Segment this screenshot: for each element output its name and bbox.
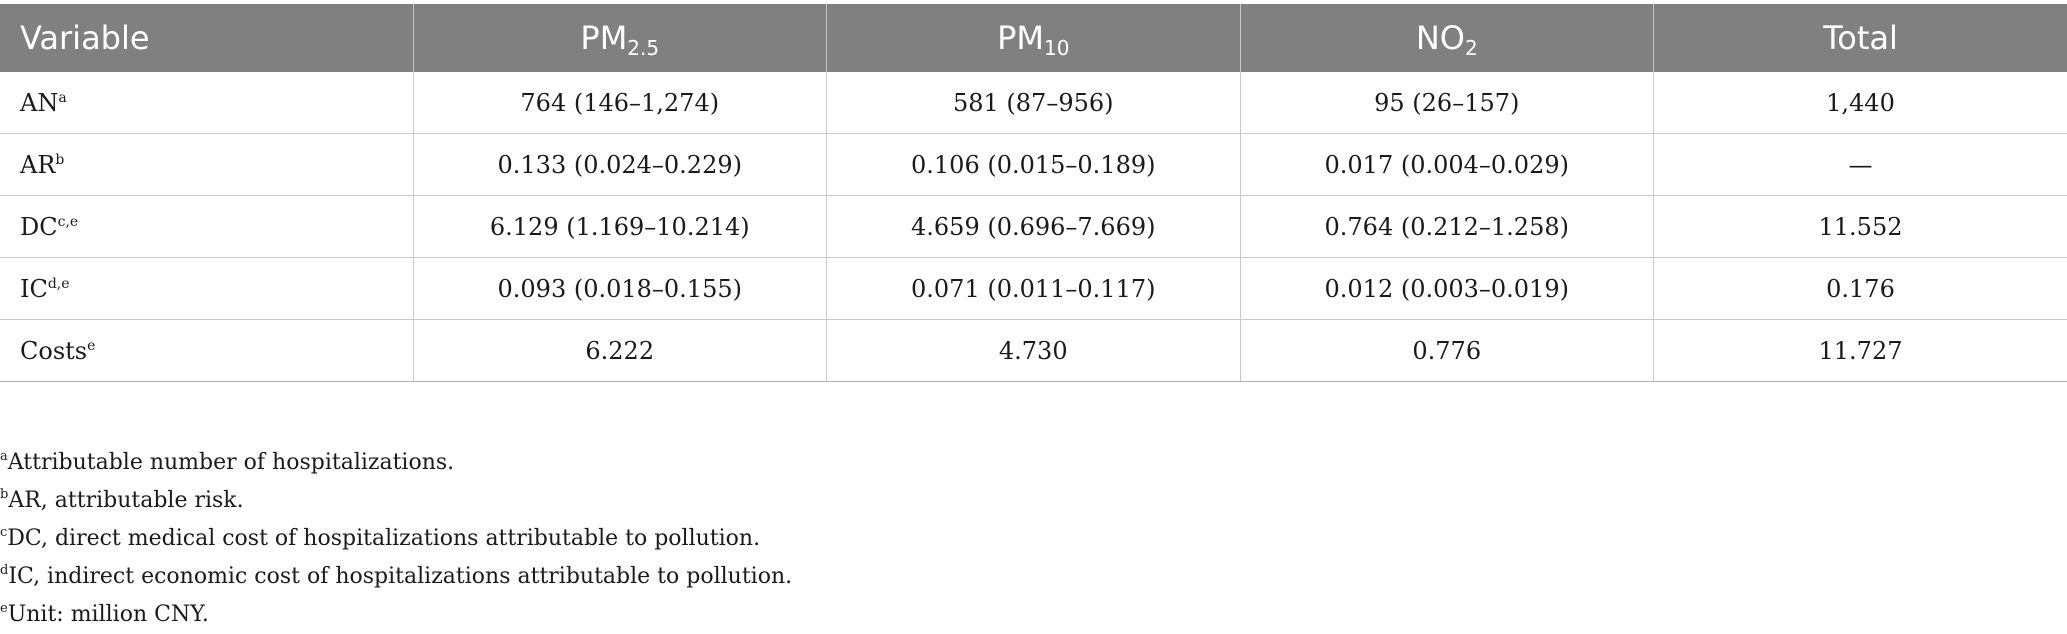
table-cell: 4.659 (0.696–7.669) bbox=[827, 196, 1241, 258]
row-label: DCc,e bbox=[0, 196, 413, 258]
table-row: ANa 764 (146–1,274) 581 (87–956) 95 (26–… bbox=[0, 72, 2067, 134]
footnote: dIC, indirect economic cost of hospitali… bbox=[0, 558, 792, 596]
footnote: bAR, attributable risk. bbox=[0, 482, 792, 520]
header-variable: Variable bbox=[0, 4, 413, 72]
table-cell: — bbox=[1654, 134, 2067, 196]
table-cell: 0.071 (0.011–0.117) bbox=[827, 258, 1241, 320]
row-label: Costse bbox=[0, 320, 413, 382]
footnote: aAttributable number of hospitalizations… bbox=[0, 444, 792, 482]
table-cell: 95 (26–157) bbox=[1240, 72, 1654, 134]
header-pm10: PM10 bbox=[827, 4, 1241, 72]
table-cell: 4.730 bbox=[827, 320, 1241, 382]
row-label: ARb bbox=[0, 134, 413, 196]
header-pm25: PM2.5 bbox=[413, 4, 827, 72]
table-cell: 1,440 bbox=[1654, 72, 2067, 134]
header-row: Variable PM2.5 PM10 NO2 Total bbox=[0, 4, 2067, 72]
row-label: ICd,e bbox=[0, 258, 413, 320]
footnotes: aAttributable number of hospitalizations… bbox=[0, 444, 792, 634]
table-row: ARb 0.133 (0.024–0.229) 0.106 (0.015–0.1… bbox=[0, 134, 2067, 196]
table-row: DCc,e 6.129 (1.169–10.214) 4.659 (0.696–… bbox=[0, 196, 2067, 258]
table-cell: 6.222 bbox=[413, 320, 827, 382]
header-no2: NO2 bbox=[1240, 4, 1654, 72]
table-cell: 0.776 bbox=[1240, 320, 1654, 382]
data-table: Variable PM2.5 PM10 NO2 Total ANa 764 (1… bbox=[0, 4, 2067, 382]
header-total: Total bbox=[1654, 4, 2067, 72]
table-cell: 0.764 (0.212–1.258) bbox=[1240, 196, 1654, 258]
row-label: ANa bbox=[0, 72, 413, 134]
table-cell: 6.129 (1.169–10.214) bbox=[413, 196, 827, 258]
table-cell: 0.106 (0.015–0.189) bbox=[827, 134, 1241, 196]
footnote: cDC, direct medical cost of hospitalizat… bbox=[0, 520, 792, 558]
table-row: Costse 6.222 4.730 0.776 11.727 bbox=[0, 320, 2067, 382]
table-cell: 11.727 bbox=[1654, 320, 2067, 382]
table-row: ICd,e 0.093 (0.018–0.155) 0.071 (0.011–0… bbox=[0, 258, 2067, 320]
table-cell: 0.133 (0.024–0.229) bbox=[413, 134, 827, 196]
table-cell: 581 (87–956) bbox=[827, 72, 1241, 134]
table-cell: 0.017 (0.004–0.029) bbox=[1240, 134, 1654, 196]
table-cell: 0.093 (0.018–0.155) bbox=[413, 258, 827, 320]
table-cell: 0.012 (0.003–0.019) bbox=[1240, 258, 1654, 320]
table-cell: 0.176 bbox=[1654, 258, 2067, 320]
table-cell: 11.552 bbox=[1654, 196, 2067, 258]
table-cell: 764 (146–1,274) bbox=[413, 72, 827, 134]
footnote: eUnit: million CNY. bbox=[0, 596, 792, 634]
